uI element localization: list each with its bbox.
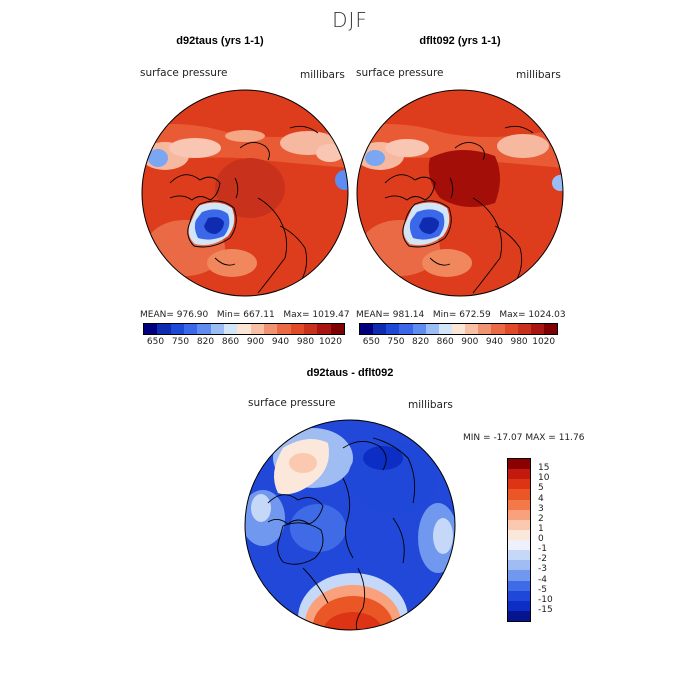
- colorbar-level-label: 4: [538, 493, 544, 504]
- panel-2-polar-map: [356, 89, 564, 297]
- colorbar-swatch: [183, 324, 198, 334]
- colorbar-swatch: [277, 324, 291, 334]
- colorbar-swatch: [508, 489, 530, 500]
- colorbar-level-label: 0: [538, 534, 544, 544]
- colorbar-swatch: [508, 499, 530, 510]
- colorbar-swatch: [508, 600, 530, 611]
- colorbar-level-label: -5: [538, 584, 547, 595]
- colorbar-swatch: [290, 324, 304, 334]
- colorbar-tick-label: 980: [510, 337, 528, 347]
- colorbar-swatch: [508, 560, 530, 571]
- colorbar-level-label: 5: [538, 483, 544, 494]
- colorbar-tick-label: 650: [362, 337, 380, 347]
- colorbar-swatch: [250, 324, 264, 334]
- colorbar-tick-label: 1020: [319, 337, 342, 347]
- colorbar-swatch: [508, 550, 530, 561]
- colorbar-swatch: [465, 324, 479, 334]
- colorbar-tick-label: 750: [171, 337, 190, 347]
- colorbar-swatch: [508, 509, 530, 520]
- colorbar-tick-label: 860: [436, 337, 454, 347]
- colorbar-tick-label: 650: [146, 337, 165, 347]
- colorbar-level-label: -4: [538, 574, 547, 585]
- panel-2-variable: surface pressure: [356, 67, 444, 79]
- colorbar-swatch: [491, 324, 505, 334]
- colorbar-tick-label: 980: [296, 337, 315, 347]
- difference-title: d92taus - dflt092: [306, 367, 394, 379]
- panel-2-title: dflt092 (yrs 1-1): [419, 35, 501, 47]
- difference-colorbar-labels: 15 10 5 4 3 2 1 0 -1 -2 -3 -4 -5 -10 -15: [538, 458, 578, 620]
- colorbar-swatch: [508, 590, 530, 601]
- colorbar-swatch: [412, 324, 426, 334]
- colorbar-swatch: [530, 324, 544, 334]
- panel-1-title: d92taus (yrs 1-1): [176, 35, 264, 47]
- colorbar-tick-label: 820: [196, 337, 215, 347]
- colorbar-swatch: [197, 324, 211, 334]
- colorbar-swatch: [438, 324, 452, 334]
- colorbar-swatch: [508, 459, 530, 470]
- colorbar-swatch: [330, 324, 344, 334]
- colorbar-swatch: [508, 610, 530, 621]
- colorbar-swatch: [508, 479, 530, 490]
- difference-polar-map: [244, 419, 456, 631]
- colorbar-swatch: [508, 570, 530, 581]
- difference-minmax: MIN = -17.07 MAX = 11.76: [463, 433, 585, 443]
- colorbar-swatch: [504, 324, 518, 334]
- colorbar-level-label: -15: [538, 604, 553, 615]
- panel-1-units: millibars: [300, 69, 345, 81]
- panel-2-units: millibars: [516, 69, 561, 81]
- colorbar-swatch: [373, 324, 387, 334]
- panel-2-stats: MEAN= 981.14 Min= 672.59 Max= 1024.03: [356, 310, 566, 320]
- panel-2-colorbar-ticks: 650 750 820 860 900 940 980 1020: [359, 337, 556, 349]
- colorbar-swatch: [317, 324, 331, 334]
- season-title: DJF: [332, 8, 368, 32]
- colorbar-swatch: [170, 324, 184, 334]
- colorbar-swatch: [144, 324, 158, 334]
- colorbar-swatch: [303, 324, 318, 334]
- panel-1-colorbar: [143, 323, 345, 335]
- colorbar-tick-label: 940: [271, 337, 290, 347]
- colorbar-swatch: [508, 540, 530, 551]
- colorbar-tick-label: 900: [246, 337, 265, 347]
- colorbar-tick-label: 900: [461, 337, 479, 347]
- colorbar-tick-label: 820: [411, 337, 430, 347]
- colorbar-tick-label: 940: [485, 337, 504, 347]
- panel-1-variable: surface pressure: [140, 67, 228, 79]
- panel-1-polar-map: [141, 89, 349, 297]
- colorbar-level-label: 3: [538, 503, 544, 514]
- colorbar-swatch: [508, 469, 530, 480]
- panel-1-colorbar-ticks: 650 750 820 860 900 940 980 1020: [143, 337, 343, 349]
- colorbar-swatch: [508, 519, 530, 530]
- colorbar-tick-label: 860: [221, 337, 240, 347]
- colorbar-swatch: [508, 580, 530, 591]
- difference-units: millibars: [408, 399, 453, 411]
- colorbar-swatch: [508, 529, 530, 540]
- colorbar-swatch: [263, 324, 278, 334]
- colorbar-swatch: [223, 324, 238, 334]
- panel-2-colorbar: [359, 323, 558, 335]
- colorbar-level-label: 2: [538, 513, 544, 524]
- panel-1-stats: MEAN= 976.90 Min= 667.11 Max= 1019.47: [140, 310, 350, 320]
- colorbar-swatch: [543, 324, 558, 334]
- colorbar-swatch: [425, 324, 439, 334]
- colorbar-swatch: [478, 324, 492, 334]
- colorbar-swatch: [210, 324, 224, 334]
- colorbar-swatch: [517, 324, 531, 334]
- colorbar-tick-label: 750: [387, 337, 405, 347]
- colorbar-swatch: [451, 324, 466, 334]
- colorbar-swatch: [360, 324, 374, 334]
- colorbar-level-label: 1: [538, 523, 544, 534]
- difference-variable: surface pressure: [248, 397, 336, 409]
- colorbar-swatch: [399, 324, 413, 334]
- colorbar-swatch: [386, 324, 400, 334]
- colorbar-tick-label: 1020: [532, 337, 556, 347]
- colorbar-level-label: 15: [538, 463, 550, 474]
- colorbar-level-label: 10: [538, 473, 550, 484]
- colorbar-level-label: -2: [538, 554, 547, 565]
- colorbar-swatch: [237, 324, 251, 334]
- colorbar-level-label: -1: [538, 544, 547, 555]
- colorbar-swatch: [157, 324, 171, 334]
- colorbar-level-label: -10: [538, 594, 553, 605]
- difference-colorbar: [507, 458, 531, 622]
- colorbar-level-label: -3: [538, 564, 547, 575]
